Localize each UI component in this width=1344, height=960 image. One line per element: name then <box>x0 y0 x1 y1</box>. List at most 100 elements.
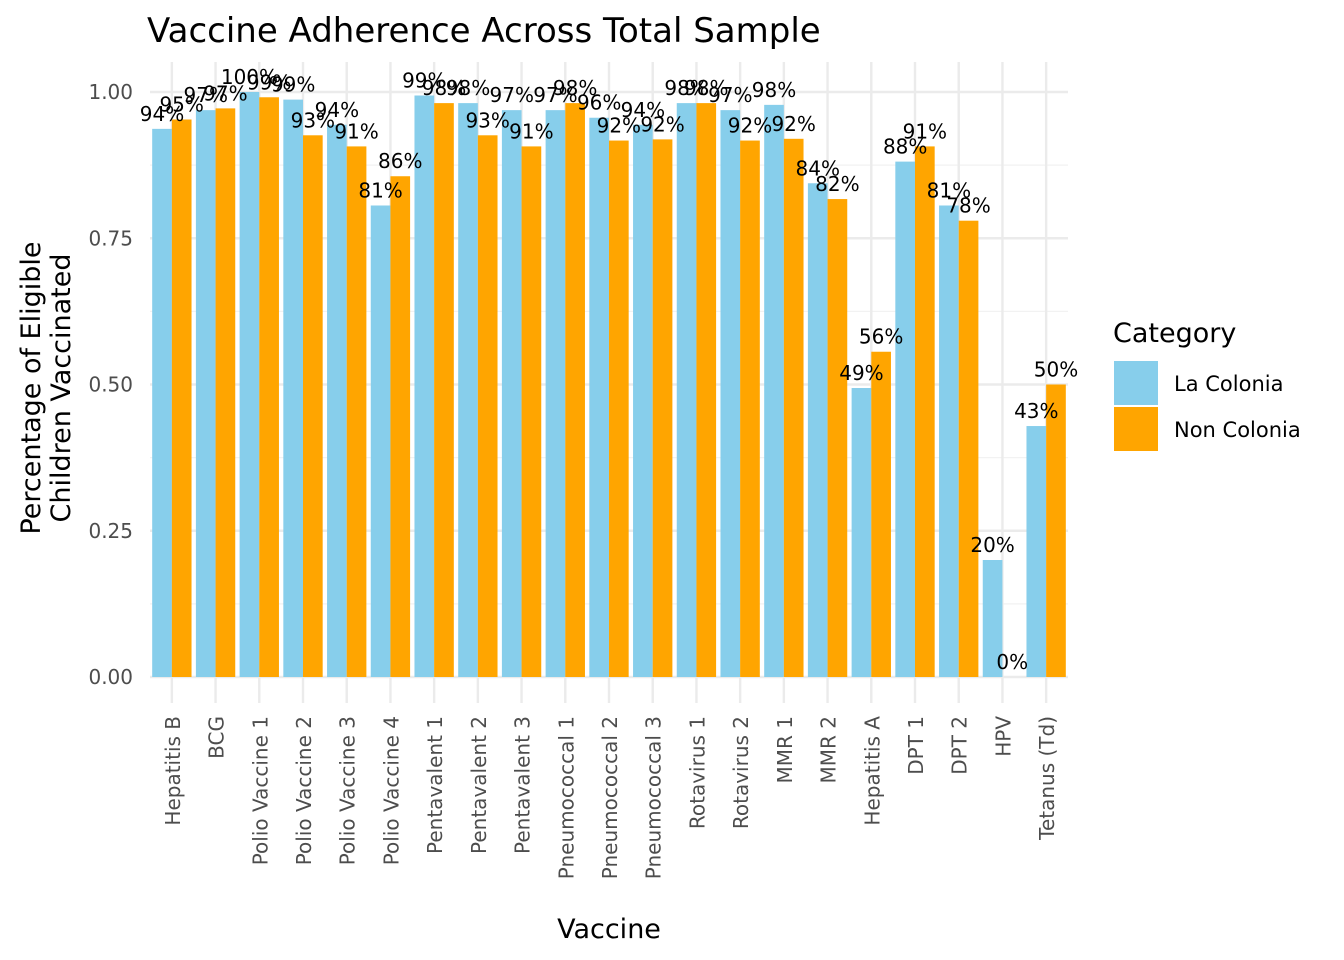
bar-value-label: 93% <box>465 108 509 132</box>
legend-key-la-colonia <box>1114 361 1158 405</box>
bar-non-colonia <box>434 103 454 678</box>
bar-la-colonia <box>720 110 741 677</box>
bar-la-colonia <box>895 161 915 678</box>
bar-non-colonia <box>303 135 323 678</box>
bar-value-label: 98% <box>684 76 728 100</box>
x-tick-label: HPV <box>991 716 1015 757</box>
bar-labels: 94%97%100%99%94%81%99% 98% 97% 97% 96% 94%98%… <box>140 65 1078 674</box>
bar-value-label: 43% <box>1014 399 1058 423</box>
bar-value-label: 99% <box>402 69 446 93</box>
y-tick-label: 0.00 <box>88 665 133 689</box>
bar-value-label: 97% <box>533 83 577 107</box>
bar-value-label: 97% <box>184 83 228 107</box>
bar-value-label: 98% <box>422 76 466 100</box>
x-tick-label: Tetanus (Td) <box>1035 716 1059 841</box>
x-tick-label: Polio Vaccine 1 <box>248 716 272 865</box>
bar-la-colonia <box>633 124 653 677</box>
x-tick-label: Polio Vaccine 2 <box>292 716 316 865</box>
y-tick-label: 1.00 <box>88 80 133 104</box>
x-tick-label: Pneumococcal 1 <box>554 716 578 879</box>
bar-non-colonia <box>477 135 498 678</box>
bar-non-colonia <box>958 220 979 677</box>
x-tick-label: DPT 2 <box>948 716 972 775</box>
bar-non-colonia <box>740 140 760 677</box>
x-axis-title: Vaccine <box>557 914 661 945</box>
bar-value-label: 94% <box>315 98 359 122</box>
bar-value-label: 100% <box>221 65 278 89</box>
bar-value-label: 96% <box>577 91 621 115</box>
bar-value-label: 88% <box>883 135 927 159</box>
bar-value-label: 91% <box>509 119 553 143</box>
x-tick-label: Hepatitis B <box>161 716 185 826</box>
y-axis-title-line-1: Percentage of Eligible <box>16 241 47 534</box>
bar-value-label: 93% <box>291 108 335 132</box>
x-tick-label: Pentavalent 3 <box>511 716 535 854</box>
bar-la-colonia <box>239 92 260 677</box>
legend: Category La Colonia Non Colonia <box>1113 318 1301 451</box>
bar-value-label: 49% <box>839 361 883 385</box>
bar-non-colonia <box>915 146 935 677</box>
bar-non-colonia <box>215 108 236 677</box>
x-tick-label: Rotavirus 2 <box>729 716 753 829</box>
x-tick-label: DPT 1 <box>904 716 928 775</box>
bar-non-colonia <box>871 351 891 677</box>
bar-value-label: 20% <box>970 533 1014 557</box>
x-tick-label: Hepatitis A <box>860 716 884 826</box>
x-tick-label: MMR 2 <box>817 716 841 784</box>
bar-la-colonia <box>851 388 872 677</box>
bar-value-label: 92% <box>771 112 815 136</box>
bar-la-colonia <box>283 99 303 678</box>
bar-non-colonia <box>609 140 629 677</box>
bar-value-label: 95% <box>159 92 203 116</box>
bar-value-label: 99% <box>271 73 315 97</box>
bar-value-label: 99% <box>247 70 291 94</box>
bar-la-colonia <box>152 128 172 678</box>
bar-value-label: 82% <box>815 172 859 196</box>
bar-la-colonia <box>807 183 828 677</box>
bar-value-label: 81% <box>927 178 971 202</box>
bar-non-colonia <box>390 176 411 678</box>
bar-la-colonia <box>764 104 784 678</box>
bar-value-label: 97% <box>490 83 534 107</box>
legend-title: Category <box>1113 318 1236 349</box>
x-tick-label: Rotavirus 1 <box>685 716 709 829</box>
bar-value-label: 97% <box>203 81 247 105</box>
bar-value-label: 91% <box>334 119 378 143</box>
x-tick-label: Pneumococcal 3 <box>642 716 666 879</box>
legend-key-non-colonia <box>1114 407 1158 451</box>
y-axis-title-line-2: Children Vaccinated <box>46 253 77 522</box>
bar-value-label: 50% <box>1034 358 1078 382</box>
bar-value-label: 94% <box>140 102 184 126</box>
bar-value-label: 56% <box>859 325 903 349</box>
y-axis-ticks: 0.00 0.25 0.50 0.75 1.00 <box>88 80 133 689</box>
bar-la-colonia <box>370 205 391 678</box>
bars <box>152 92 1066 678</box>
bar-la-colonia <box>939 205 959 678</box>
x-axis-ticks: Hepatitis B BCG Polio Vaccine 1 Polio Vacci… <box>161 716 1059 880</box>
bar-value-label: 98% <box>752 78 796 102</box>
bar-non-colonia <box>696 103 717 678</box>
bar-value-label: 98% <box>553 76 597 100</box>
y-tick-label: 0.50 <box>88 373 133 397</box>
y-tick-label: 0.75 <box>88 226 133 250</box>
bar-value-label: 91% <box>903 119 947 143</box>
bar-value-label: 98% <box>664 76 708 100</box>
bar-la-colonia <box>589 117 609 678</box>
bar-value-label: 81% <box>358 178 402 202</box>
bar-la-colonia <box>501 110 522 677</box>
bar-value-label: 97% <box>708 83 752 107</box>
bar-la-colonia <box>458 103 478 678</box>
y-tick-label: 0.25 <box>88 519 133 543</box>
bar-non-colonia <box>171 119 192 678</box>
x-tick-label: Pentavalent 2 <box>467 716 491 854</box>
bar-value-label: 98% <box>446 76 490 100</box>
bar-value-label: 84% <box>796 156 840 180</box>
bar-non-colonia <box>521 146 542 677</box>
bar-non-colonia <box>259 97 279 677</box>
bar-non-colonia <box>346 146 367 677</box>
bar-non-colonia <box>652 139 673 677</box>
bar-la-colonia <box>545 110 566 677</box>
bar-value-label: 92% <box>597 114 641 138</box>
bar-value-label: 92% <box>728 114 772 138</box>
